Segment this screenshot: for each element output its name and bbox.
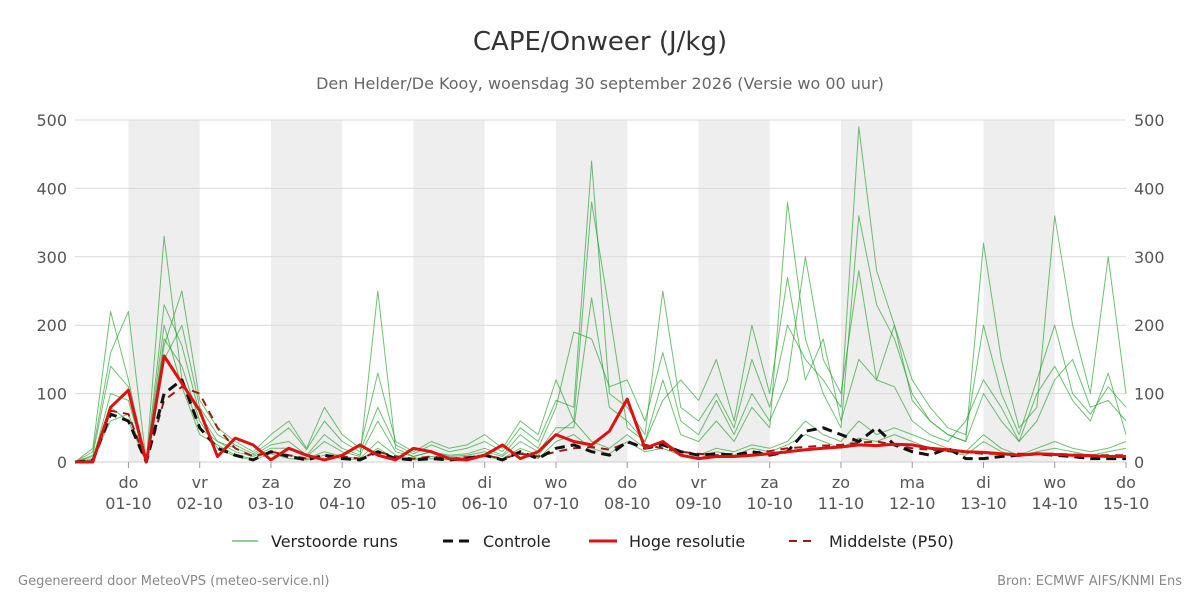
x-tick-date-7: 08-10 [604,494,651,513]
y-tick-left-400: 400 [36,179,67,198]
x-tick-date-4: 05-10 [390,494,437,513]
x-tick-date-14: 15-10 [1103,494,1150,513]
night-band-3 [555,120,628,462]
legend-label-ensemble: Verstoorde runs [271,532,398,551]
night-band-6 [983,120,1055,462]
x-tick-date-11: 12-10 [889,494,936,513]
x-tick-date-6: 07-10 [533,494,580,513]
x-tick-day-10: zo [832,473,850,492]
grid-lines [75,119,1126,463]
y-tick-left-200: 200 [36,316,67,335]
y-tick-left-300: 300 [36,248,67,267]
x-tick-date-5: 06-10 [461,494,508,513]
x-tick-day-12: di [976,473,991,492]
x-tick-date-13: 14-10 [1031,494,1078,513]
x-tick-day-3: zo [333,473,351,492]
y-tick-right-100: 100 [1134,385,1165,404]
series-line-ensemble-4 [74,126,1127,463]
legend-label-control: Controle [483,532,551,551]
x-tick-day-4: ma [401,473,426,492]
y-tick-left-100: 100 [36,385,67,404]
x-tick-day-2: za [262,473,280,492]
x-tick-date-3: 04-10 [319,494,366,513]
night-band-0 [128,120,200,462]
y-tick-left-500: 500 [36,111,67,130]
y-tick-right-200: 200 [1134,316,1165,335]
x-tick-day-5: di [477,473,492,492]
y-tick-right-0: 0 [1134,453,1144,472]
night-band-5 [840,120,913,462]
series-line-ensemble-3 [74,201,1127,463]
legend-label-high-resolution: Hoge resolutie [629,532,745,551]
y-tick-left-0: 0 [57,453,67,472]
x-tick-date-1: 02-10 [176,494,223,513]
y-tick-right-500: 500 [1134,111,1165,130]
x-tick-date-10: 11-10 [818,494,865,513]
chart-title: CAPE/Onweer (J/kg) [473,27,727,57]
night-band-1 [270,120,343,462]
night-band-4 [698,120,770,462]
x-tick-day-9: za [761,473,779,492]
y-tick-right-300: 300 [1134,248,1165,267]
x-tick-day-14: do [1116,473,1136,492]
y-tick-right-400: 400 [1134,179,1165,198]
chart-subtitle: Den Helder/De Kooy, woensdag 30 septembe… [316,74,884,93]
x-tick-date-12: 13-10 [960,494,1007,513]
night-bands [128,120,1055,462]
x-tick-day-1: vr [192,473,208,492]
legend: Verstoorde runs Controle Hoge resolutie … [232,532,954,551]
footer-source: Bron: ECMWF AIFS/KNMI Ens [997,574,1182,589]
x-tick-day-6: wo [545,473,568,492]
y-axis-left: 0 100 200 300 400 500 [36,111,67,472]
y-axis-right: 0 100 200 300 400 500 [1134,111,1165,472]
series-lines [74,126,1127,464]
night-band-2 [413,120,485,462]
x-tick-day-7: do [617,473,637,492]
x-tick-date-9: 10-10 [746,494,793,513]
x-tick-day-13: wo [1043,473,1066,492]
x-tick-date-0: 01-10 [105,494,152,513]
x-tick-day-8: vr [690,473,706,492]
x-axis: do 01-10 vr 02-10 za 03-10 zo 04-10 ma 05-10 di 06-… [105,462,1149,513]
footer-generated-by: Gegenereerd door MeteoVPS (meteo-service… [18,574,329,589]
x-tick-date-2: 03-10 [248,494,295,513]
x-tick-date-8: 09-10 [675,494,722,513]
x-tick-day-11: ma [900,473,925,492]
x-tick-day-0: do [118,473,138,492]
series-line-high_resolution-7 [75,354,1126,464]
legend-label-median: Middelste (P50) [829,532,954,551]
